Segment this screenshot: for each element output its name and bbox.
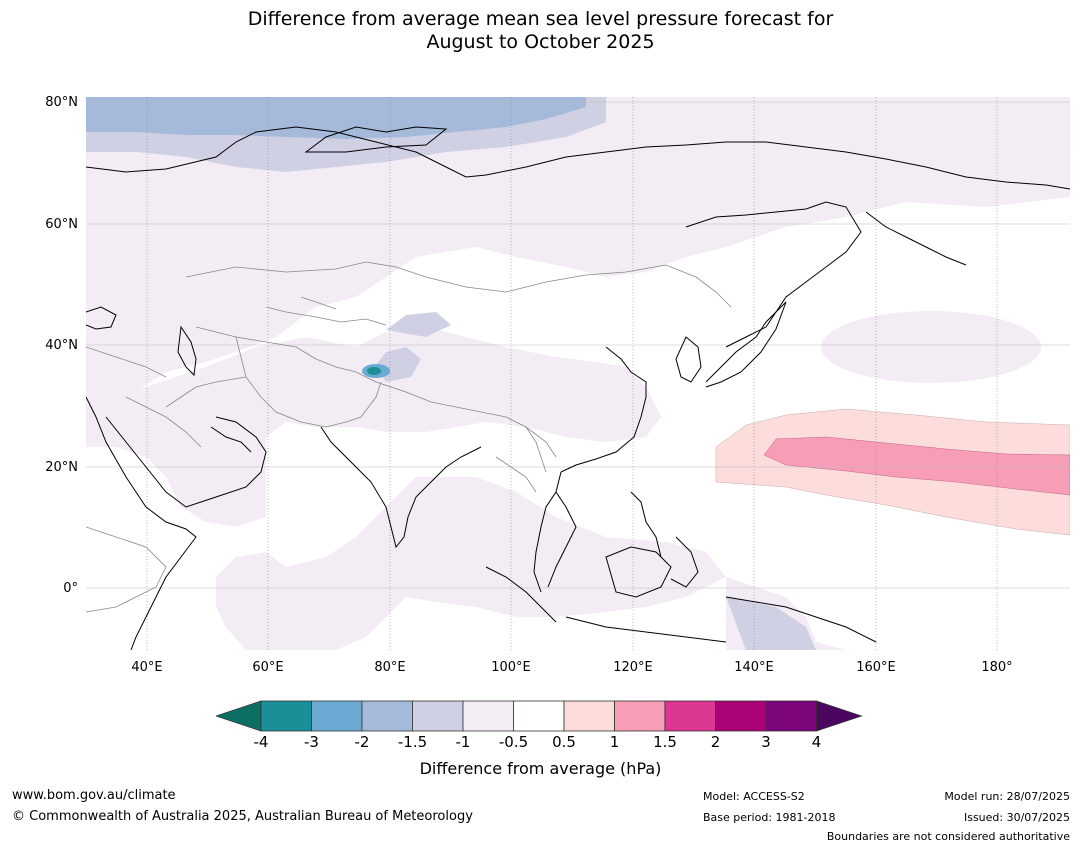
lon-label-140e: 140°E bbox=[734, 660, 774, 675]
footer-copyright: © Commonwealth of Australia 2025, Austra… bbox=[12, 809, 473, 824]
lon-label-100e: 100°E bbox=[491, 660, 531, 675]
colorbar-tick-label: 0.5 bbox=[552, 733, 576, 751]
colorbar-tick-label: 4 bbox=[811, 733, 822, 751]
colorbar-label: Difference from average (hPa) bbox=[419, 759, 662, 778]
lat-label-0: 0° bbox=[63, 581, 78, 596]
map-title: Difference from average mean sea level p… bbox=[0, 8, 1081, 54]
colorbar-tick-label: 3 bbox=[761, 733, 771, 751]
lon-label-80e: 80°E bbox=[374, 660, 406, 675]
colorbar-tick-label: -1.5 bbox=[397, 733, 428, 751]
lon-label-180: 180° bbox=[981, 660, 1013, 675]
title-line-1: Difference from average mean sea level p… bbox=[247, 8, 834, 30]
colorbar-tick-label: -0.5 bbox=[498, 733, 529, 751]
anomaly-negative-spot bbox=[362, 364, 390, 378]
colorbar-segment bbox=[664, 700, 716, 732]
colorbar-segment bbox=[462, 700, 514, 732]
lat-label-40n: 40°N bbox=[45, 338, 78, 353]
lat-label-20n: 20°N bbox=[45, 460, 78, 475]
footer-issued: Issued: 30/07/2025 bbox=[963, 811, 1070, 824]
anomaly-positive-mid bbox=[763, 436, 1070, 496]
colorbar-tick-label: 2 bbox=[710, 733, 721, 751]
anomaly-negative-strong bbox=[86, 97, 586, 139]
colorbar-tick-label: 1.5 bbox=[653, 733, 677, 751]
anomaly-negative-light bbox=[86, 97, 1070, 650]
colorbar-tick-label: -4 bbox=[253, 733, 269, 751]
footer-model: Model: ACCESS-S2 bbox=[703, 790, 805, 803]
colorbar-segment bbox=[513, 700, 565, 732]
colorbar-tick-label: -2 bbox=[354, 733, 370, 751]
colorbar-extend-high bbox=[816, 700, 863, 732]
title-line-2: August to October 2025 bbox=[426, 31, 655, 53]
colorbar-segment bbox=[715, 700, 767, 732]
colorbar-extend-low bbox=[214, 700, 262, 732]
footer-disclaimer: Boundaries are not considered authoritat… bbox=[826, 830, 1070, 843]
lon-label-120e: 120°E bbox=[613, 660, 653, 675]
colorbar-segment bbox=[765, 700, 817, 732]
coastlines bbox=[86, 126, 1070, 650]
colorbar-segment bbox=[412, 700, 464, 732]
colorbar-segment bbox=[260, 700, 312, 732]
country-borders bbox=[86, 261, 732, 613]
lon-label-160e: 160°E bbox=[856, 660, 896, 675]
colorbar-canvas bbox=[214, 700, 863, 732]
pressure-anomaly-map bbox=[86, 97, 1070, 650]
colorbar-segment bbox=[311, 700, 363, 732]
colorbar-tick-label: -3 bbox=[304, 733, 319, 751]
lon-label-60e: 60°E bbox=[252, 660, 284, 675]
latitude-lines bbox=[86, 101, 1070, 589]
colorbar-segment bbox=[361, 700, 413, 732]
colorbar-segment bbox=[614, 700, 666, 732]
map-canvas bbox=[86, 97, 1070, 650]
footer-url[interactable]: www.bom.gov.au/climate bbox=[12, 788, 176, 803]
colorbar-tick-label: -1 bbox=[455, 733, 471, 751]
footer-model-run: Model run: 28/07/2025 bbox=[944, 790, 1070, 803]
lat-label-80n: 80°N bbox=[45, 95, 78, 110]
footer-base-period: Base period: 1981-2018 bbox=[703, 811, 836, 824]
lat-label-60n: 60°N bbox=[45, 217, 78, 232]
colorbar-tick-label: 1 bbox=[609, 733, 620, 751]
colorbar bbox=[214, 700, 866, 736]
lon-label-40e: 40°E bbox=[131, 660, 163, 675]
colorbar-segment bbox=[563, 700, 615, 732]
